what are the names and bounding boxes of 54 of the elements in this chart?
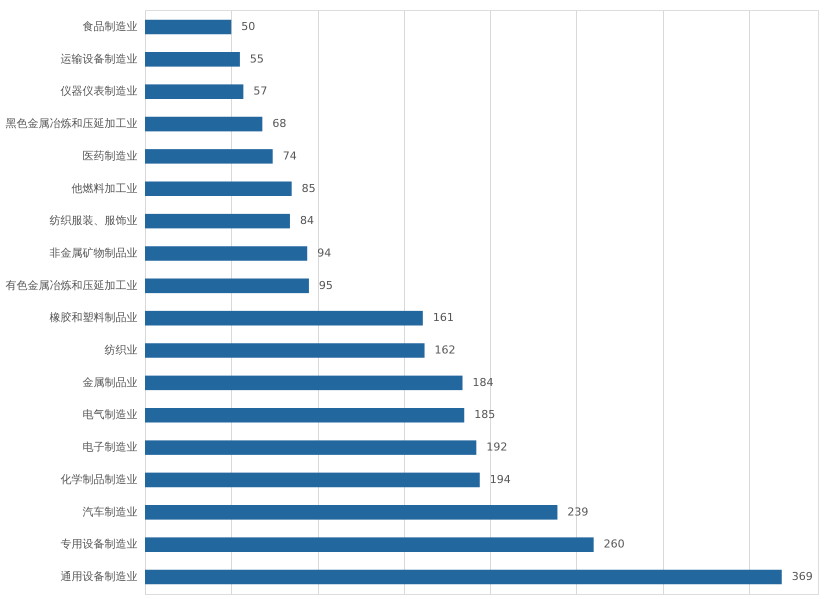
y-tick-label: 仪器仪表制造业 <box>60 84 138 98</box>
bar <box>145 20 232 34</box>
data-label: 192 <box>486 440 508 454</box>
y-tick-label: 有色金属冶炼和压延加工业 <box>6 278 138 292</box>
data-label: 162 <box>434 344 456 357</box>
data-label: 369 <box>792 570 813 584</box>
y-tick-label: 食品制造业 <box>82 20 138 33</box>
data-label: 194 <box>490 472 511 486</box>
bar <box>145 310 423 326</box>
bar <box>145 505 558 520</box>
data-label: 55 <box>250 52 264 66</box>
y-tick-label: 非金属矿物制品业 <box>50 246 138 260</box>
bar <box>145 246 308 261</box>
bar <box>145 116 262 132</box>
data-label: 50 <box>241 20 256 33</box>
data-label: 95 <box>318 278 333 292</box>
data-label: 57 <box>253 84 268 98</box>
y-tick-label: 他燃料加工业 <box>72 182 138 195</box>
y-tick-label: 金属制品业 <box>82 376 138 389</box>
data-label: 85 <box>302 182 316 195</box>
data-label: 260 <box>604 538 625 551</box>
y-tick-label: 黑色金属冶炼和压延加工业 <box>6 117 138 130</box>
y-tick-label: 纺织业 <box>104 344 138 357</box>
y-tick-label: 专用设备制造业 <box>60 538 138 551</box>
bar <box>145 52 240 67</box>
bar <box>145 149 273 164</box>
y-tick-label: 电子制造业 <box>82 440 138 454</box>
bar <box>145 440 476 455</box>
data-label: 161 <box>432 311 454 324</box>
bar <box>145 214 290 228</box>
data-label: 184 <box>472 376 494 389</box>
data-label: 84 <box>300 214 314 228</box>
data-label: 185 <box>474 408 496 422</box>
y-tick-label: 汽车制造业 <box>82 505 138 518</box>
y-tick-label: 橡胶和塑料制品业 <box>50 311 138 324</box>
bar <box>145 537 594 552</box>
bar <box>145 376 463 390</box>
bar <box>145 472 480 488</box>
bar <box>145 408 464 423</box>
data-label: 94 <box>317 246 332 260</box>
y-tick-label: 电气制造业 <box>82 408 138 422</box>
y-tick-label: 通用设备制造业 <box>60 570 138 584</box>
bar <box>145 570 782 584</box>
y-tick-label: 医药制造业 <box>82 149 138 162</box>
y-tick-label: 运输设备制造业 <box>60 52 138 66</box>
bar <box>145 181 292 196</box>
bar <box>145 343 425 358</box>
data-label: 68 <box>272 117 286 130</box>
y-tick-label: 纺织服装、服饰业 <box>50 214 138 228</box>
data-label: 74 <box>282 149 297 162</box>
bar <box>145 84 244 99</box>
bar <box>145 278 309 294</box>
y-tick-label: 化学制品制造业 <box>60 472 138 486</box>
data-label: 239 <box>567 505 588 518</box>
